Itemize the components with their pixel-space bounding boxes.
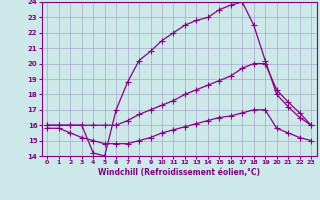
- X-axis label: Windchill (Refroidissement éolien,°C): Windchill (Refroidissement éolien,°C): [98, 168, 260, 177]
